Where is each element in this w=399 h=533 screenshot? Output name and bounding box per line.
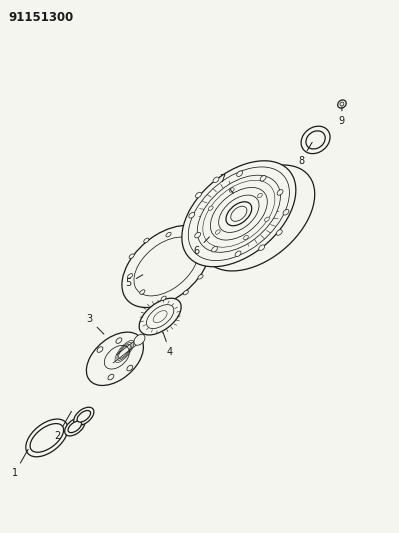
Ellipse shape: [122, 225, 210, 308]
Ellipse shape: [231, 206, 247, 221]
Ellipse shape: [301, 126, 330, 154]
Ellipse shape: [127, 365, 133, 371]
Ellipse shape: [134, 334, 145, 345]
Ellipse shape: [235, 251, 241, 256]
Ellipse shape: [340, 102, 344, 106]
Ellipse shape: [229, 188, 234, 192]
Ellipse shape: [153, 311, 167, 322]
Text: 8: 8: [298, 142, 312, 166]
Ellipse shape: [105, 345, 129, 369]
Text: 3: 3: [86, 314, 104, 334]
Ellipse shape: [257, 193, 262, 198]
Ellipse shape: [196, 192, 201, 198]
Ellipse shape: [188, 167, 289, 261]
Ellipse shape: [140, 290, 145, 294]
Ellipse shape: [306, 131, 325, 149]
Ellipse shape: [276, 230, 282, 235]
Ellipse shape: [198, 274, 203, 279]
Text: 91151300: 91151300: [9, 11, 74, 24]
Ellipse shape: [74, 407, 94, 425]
Ellipse shape: [166, 232, 171, 237]
Ellipse shape: [144, 238, 149, 243]
Ellipse shape: [87, 332, 143, 385]
Ellipse shape: [211, 246, 217, 252]
Ellipse shape: [219, 195, 259, 232]
Ellipse shape: [65, 418, 85, 436]
Ellipse shape: [146, 305, 174, 329]
Ellipse shape: [210, 188, 267, 240]
Ellipse shape: [68, 421, 81, 433]
Ellipse shape: [77, 410, 91, 422]
Ellipse shape: [108, 374, 114, 380]
Ellipse shape: [161, 296, 166, 301]
Ellipse shape: [226, 202, 252, 226]
Ellipse shape: [116, 338, 122, 343]
Text: 6: 6: [193, 237, 209, 256]
Ellipse shape: [30, 424, 63, 453]
Ellipse shape: [213, 177, 219, 183]
Ellipse shape: [26, 419, 68, 457]
Ellipse shape: [139, 298, 181, 335]
Ellipse shape: [187, 239, 192, 243]
Ellipse shape: [201, 165, 315, 271]
Ellipse shape: [200, 255, 205, 260]
Text: 9: 9: [339, 107, 345, 126]
Ellipse shape: [195, 232, 201, 238]
Ellipse shape: [265, 217, 269, 222]
Ellipse shape: [277, 190, 283, 195]
Text: 2: 2: [54, 411, 71, 441]
Ellipse shape: [260, 175, 266, 181]
Ellipse shape: [134, 237, 198, 296]
Ellipse shape: [97, 347, 103, 352]
Ellipse shape: [183, 290, 188, 295]
Ellipse shape: [283, 209, 289, 215]
Ellipse shape: [237, 171, 243, 176]
Text: 1: 1: [12, 449, 28, 478]
Text: 4: 4: [163, 333, 173, 357]
Ellipse shape: [182, 161, 296, 266]
Ellipse shape: [189, 213, 195, 218]
Ellipse shape: [208, 206, 213, 211]
Ellipse shape: [128, 273, 133, 278]
Text: 7: 7: [219, 174, 233, 193]
Ellipse shape: [203, 180, 275, 247]
Ellipse shape: [243, 236, 248, 240]
Ellipse shape: [259, 245, 265, 251]
Ellipse shape: [129, 254, 134, 259]
Ellipse shape: [197, 175, 280, 252]
Ellipse shape: [338, 100, 346, 108]
Ellipse shape: [215, 230, 220, 234]
Text: 5: 5: [125, 274, 143, 288]
